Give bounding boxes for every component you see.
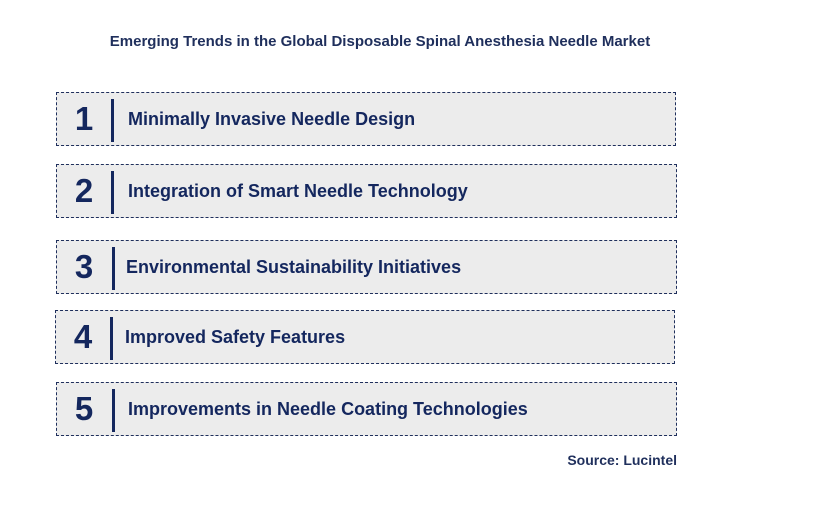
diagram-title: Emerging Trends in the Global Disposable… [109,33,651,50]
trend-divider-5 [112,389,115,432]
trend-label-5: Improvements in Needle Coating Technolog… [128,398,528,419]
trend-label-4: Improved Safety Features [125,326,346,347]
trend-divider-4 [110,317,113,360]
trend-number-3: 3 [74,248,94,285]
trend-item-5: 5 Improvements in Needle Coating Technol… [56,382,677,436]
trend-number-4: 4 [73,318,93,355]
trend-label-2: Integration of Smart Needle Technology [128,180,468,201]
trend-divider-2 [111,171,114,214]
trend-item-4: 4 Improved Safety Features [55,310,675,364]
trend-label-3: Environmental Sustainability Initiatives [126,256,462,277]
trend-item-2: 2 Integration of Smart Needle Technology [56,164,677,218]
trend-number-5: 5 [74,390,94,427]
trend-divider-3 [112,247,115,290]
trend-number-2: 2 [74,172,94,209]
trend-item-1: 1 Minimally Invasive Needle Design [56,92,676,146]
source-note: Source: Lucintel [567,452,677,468]
trend-number-1: 1 [74,100,94,137]
trend-item-3: 3 Environmental Sustainability Initiativ… [56,240,677,294]
trend-divider-1 [111,99,114,142]
trend-label-1: Minimally Invasive Needle Design [128,108,416,129]
